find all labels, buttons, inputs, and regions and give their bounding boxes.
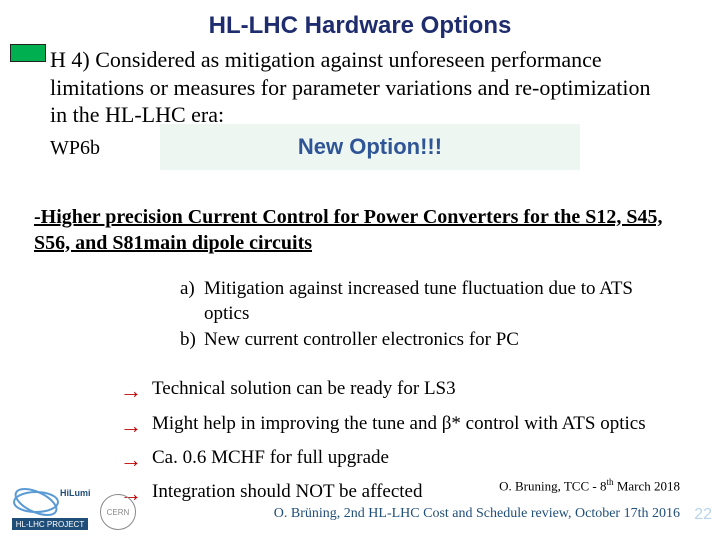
list-label-a: a) [180, 276, 204, 327]
list-item: b) New current controller electronics fo… [180, 327, 660, 353]
category-color-box [10, 44, 46, 62]
list-item: → Might help in improving the tune and β… [120, 409, 660, 443]
citation-text: O. Bruning, TCC - 8 [499, 478, 606, 493]
feature-heading: -Higher precision Current Control for Po… [34, 204, 670, 256]
page-number: 22 [694, 506, 712, 524]
bullet-text: Might help in improving the tune and β* … [152, 409, 646, 438]
arrow-icon: → [120, 409, 152, 443]
list-text-a: Mitigation against increased tune fluctu… [204, 276, 660, 327]
bullet-text: Integration should NOT be affected [152, 477, 423, 506]
new-option-callout: New Option!!! [160, 124, 580, 170]
citation-top: O. Bruning, TCC - 8th March 2018 [499, 477, 680, 494]
list-item: → Technical solution can be ready for LS… [120, 374, 660, 408]
list-item: → Ca. 0.6 MCHF for full upgrade [120, 443, 660, 477]
svg-text:HiLumi: HiLumi [60, 488, 91, 498]
citation-sup: th [606, 477, 613, 487]
new-option-text: New Option!!! [298, 134, 442, 160]
arrow-icon: → [120, 374, 152, 408]
slide-title: HL-LHC Hardware Options [0, 0, 720, 40]
ab-list: a) Mitigation against increased tune flu… [180, 276, 660, 353]
bullet-text: Ca. 0.6 MCHF for full upgrade [152, 443, 389, 472]
cern-logo-icon: CERN [100, 494, 136, 530]
citation-text: March 2018 [614, 478, 680, 493]
citation-bottom: O. Brüning, 2nd HL-LHC Cost and Schedule… [274, 506, 680, 522]
list-label-b: b) [180, 327, 204, 353]
svg-text:HL-LHC PROJECT: HL-LHC PROJECT [16, 520, 85, 529]
arrow-icon: → [120, 443, 152, 477]
list-item: a) Mitigation against increased tune flu… [180, 276, 660, 327]
list-text-b: New current controller electronics for P… [204, 327, 660, 353]
bullet-text: Technical solution can be ready for LS3 [152, 374, 456, 403]
hilumi-logo-icon: HiLumi HL-LHC PROJECT [6, 480, 94, 534]
intro-paragraph: H 4) Considered as mitigation against un… [50, 46, 670, 129]
